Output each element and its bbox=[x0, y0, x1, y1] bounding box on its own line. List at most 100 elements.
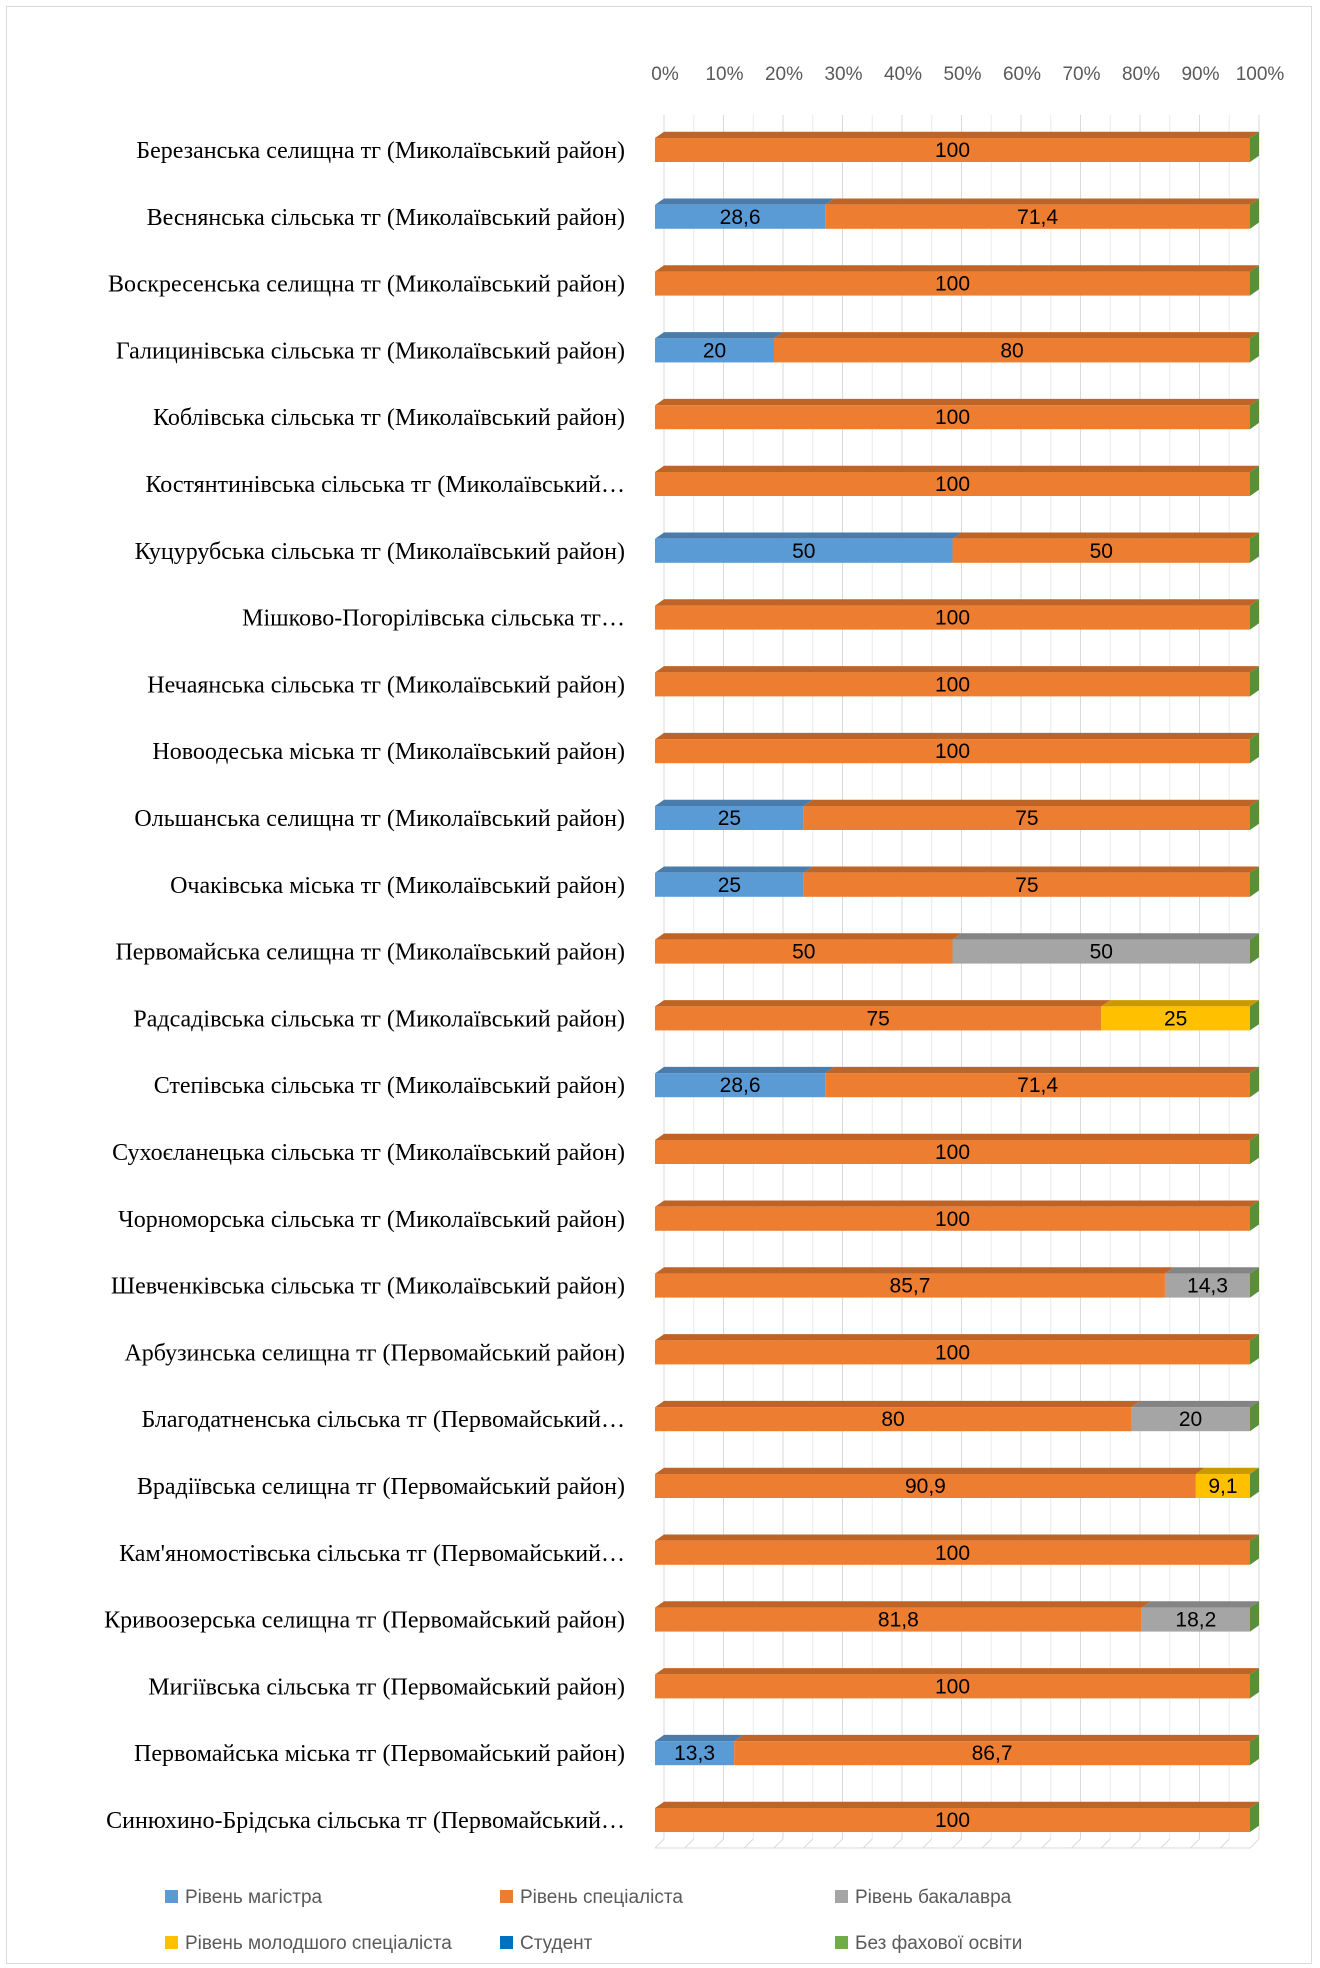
bar-row: 100 bbox=[655, 398, 1259, 430]
bar-segment bbox=[1101, 1006, 1250, 1031]
bar-side-face bbox=[1250, 1467, 1259, 1498]
bar-side-face bbox=[1250, 599, 1259, 630]
bar-segment-top bbox=[655, 599, 1259, 606]
legend-swatch bbox=[500, 1890, 513, 1903]
gridline-floor bbox=[684, 1838, 695, 1849]
data-label: 50 bbox=[792, 540, 815, 563]
legend-item: Рівень бакалавра bbox=[835, 1887, 1012, 1908]
data-label: 50 bbox=[1090, 540, 1113, 563]
bar-segment bbox=[655, 939, 953, 964]
bar-segment bbox=[655, 405, 1250, 430]
bar-segment bbox=[655, 138, 1250, 162]
bar-row: 100 bbox=[655, 1668, 1259, 1699]
bar-segment-top bbox=[655, 332, 783, 339]
bar-side-face bbox=[1250, 1801, 1259, 1832]
data-label: 100 bbox=[935, 1141, 970, 1164]
category-label: Очаківська міська тг (Миколаївський райо… bbox=[170, 873, 625, 899]
category-label: Синюхино-Брідська сільська тг (Первомайс… bbox=[106, 1808, 625, 1834]
bar-segment-top bbox=[803, 866, 1259, 873]
bar-segment bbox=[952, 538, 1250, 563]
bar-segment-top bbox=[655, 1668, 1259, 1675]
bar-segment bbox=[655, 1073, 826, 1098]
bar-segment bbox=[774, 338, 1250, 363]
gridline-floor bbox=[1219, 1838, 1230, 1849]
bar-segment bbox=[655, 1140, 1250, 1164]
bar-segment bbox=[655, 739, 1250, 764]
data-label: 28,6 bbox=[720, 206, 761, 229]
legend-swatch bbox=[165, 1890, 178, 1903]
bar-row: 13,3 86,7 bbox=[655, 1734, 1259, 1766]
bar-side-face bbox=[1250, 866, 1259, 897]
bar-segment-top bbox=[655, 532, 962, 539]
data-label: 25 bbox=[1164, 1007, 1187, 1030]
bar-segment-top bbox=[655, 1133, 1259, 1140]
bar-row: 75 25 bbox=[655, 1000, 1259, 1031]
bar-row: 25 75 bbox=[655, 799, 1259, 830]
bar-segment-top bbox=[825, 1066, 1259, 1074]
data-label: 100 bbox=[935, 1809, 970, 1832]
bar-segment bbox=[1164, 1273, 1250, 1298]
bar-segment bbox=[655, 1474, 1196, 1498]
x-axis-ticks: 0% 10% 20% 30% 40% 50% 60% 70% 80% 90% 100% bbox=[651, 64, 1284, 85]
bar-segment bbox=[655, 472, 1250, 496]
bar-row: 28,6 71,4 bbox=[655, 1066, 1259, 1098]
category-label: Кривоозерська селищна тг (Первомайський … bbox=[104, 1608, 625, 1634]
bar-segment bbox=[803, 806, 1250, 830]
bar-segment bbox=[655, 1006, 1102, 1031]
bar-segment-top bbox=[952, 532, 1259, 539]
bar-row: 100 bbox=[655, 732, 1259, 764]
bar-segment bbox=[655, 1607, 1142, 1632]
bar-segment-top bbox=[655, 1601, 1151, 1608]
legend-item: Рівень магістра bbox=[165, 1887, 323, 1908]
gridline-floor bbox=[1160, 1838, 1171, 1849]
gridline-floor bbox=[833, 1838, 843, 1849]
bar-side-face bbox=[1250, 532, 1259, 563]
data-label: 100 bbox=[935, 1341, 970, 1364]
data-label: 25 bbox=[718, 807, 741, 830]
bar-segment-top bbox=[655, 732, 1259, 740]
bar-row: 100 bbox=[655, 265, 1259, 296]
bar-segment-top bbox=[655, 1467, 1205, 1474]
data-label: 25 bbox=[718, 874, 741, 897]
bar-side-face bbox=[1250, 131, 1259, 162]
x-tick-label: 90% bbox=[1181, 64, 1219, 85]
bar-segment-top bbox=[774, 332, 1259, 339]
bar-segment bbox=[655, 1540, 1250, 1565]
bar-segment-top bbox=[1101, 1000, 1259, 1007]
data-label: 18,2 bbox=[1175, 1609, 1216, 1632]
gridline-floor bbox=[1130, 1838, 1141, 1849]
bar-segment-top bbox=[655, 866, 813, 873]
data-label: 85,7 bbox=[890, 1275, 931, 1298]
bar-side-face bbox=[1250, 198, 1259, 229]
bar-side-face bbox=[1250, 1601, 1259, 1632]
data-label: 28,6 bbox=[720, 1074, 761, 1097]
gridline-floor bbox=[892, 1838, 903, 1849]
data-label: 14,3 bbox=[1187, 1275, 1228, 1298]
data-label: 20 bbox=[1179, 1408, 1202, 1431]
data-label: 100 bbox=[935, 473, 970, 496]
bar-segment bbox=[655, 538, 953, 563]
bar-row: 28,6 71,4 bbox=[655, 198, 1259, 229]
bar-side-face bbox=[1250, 1668, 1259, 1699]
bar-segment-top bbox=[655, 465, 1259, 472]
category-label: Мигіївська сільська тг (Первомайський ра… bbox=[148, 1674, 625, 1700]
bar-segment bbox=[655, 1674, 1250, 1699]
data-label: 100 bbox=[935, 273, 970, 296]
x-tick-label: 20% bbox=[765, 64, 803, 85]
bar-row: 100 bbox=[655, 465, 1259, 496]
x-tick-label: 30% bbox=[824, 64, 862, 85]
bar-side-face bbox=[1250, 265, 1259, 296]
bar-segment-top bbox=[825, 198, 1259, 205]
gridline-floor bbox=[1071, 1838, 1081, 1849]
bar-side-face bbox=[1250, 332, 1259, 363]
gridline-floor bbox=[1190, 1838, 1200, 1849]
bar-side-face bbox=[1250, 465, 1259, 496]
data-label: 71,4 bbox=[1017, 206, 1058, 229]
x-tick-label: 0% bbox=[651, 64, 679, 85]
legend-swatch bbox=[165, 1936, 178, 1949]
bar-side-face bbox=[1250, 1400, 1259, 1432]
bar-segment-top bbox=[655, 398, 1259, 406]
category-labels: Березанська селищна тг (Миколаївський ра… bbox=[104, 138, 625, 1834]
bar-segment bbox=[655, 806, 804, 830]
